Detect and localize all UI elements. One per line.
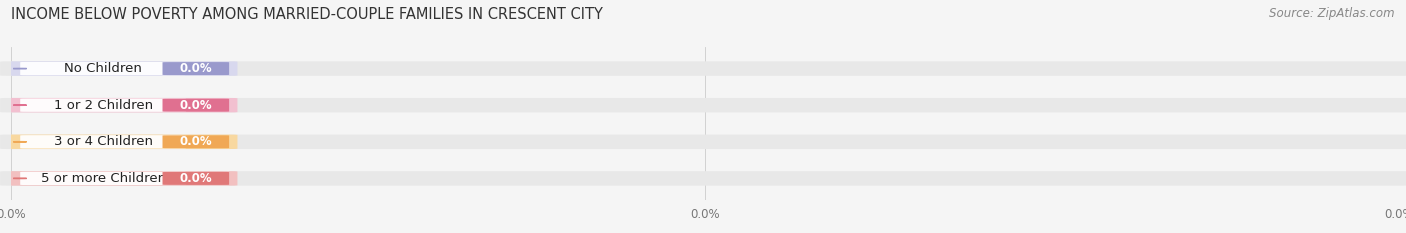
FancyBboxPatch shape: [0, 98, 238, 113]
FancyBboxPatch shape: [0, 61, 238, 76]
FancyBboxPatch shape: [0, 134, 238, 149]
FancyBboxPatch shape: [163, 62, 229, 75]
Text: Source: ZipAtlas.com: Source: ZipAtlas.com: [1270, 7, 1395, 20]
Text: 0.0%: 0.0%: [180, 172, 212, 185]
Text: 3 or 4 Children: 3 or 4 Children: [53, 135, 153, 148]
Text: INCOME BELOW POVERTY AMONG MARRIED-COUPLE FAMILIES IN CRESCENT CITY: INCOME BELOW POVERTY AMONG MARRIED-COUPL…: [11, 7, 603, 22]
Text: 0.0%: 0.0%: [180, 135, 212, 148]
FancyBboxPatch shape: [163, 172, 229, 185]
FancyBboxPatch shape: [0, 171, 238, 186]
Text: 5 or more Children: 5 or more Children: [41, 172, 166, 185]
FancyBboxPatch shape: [163, 99, 229, 112]
FancyBboxPatch shape: [20, 135, 186, 148]
Text: 0.0%: 0.0%: [180, 99, 212, 112]
Text: No Children: No Children: [65, 62, 142, 75]
FancyBboxPatch shape: [0, 134, 1406, 149]
FancyBboxPatch shape: [163, 135, 229, 148]
FancyBboxPatch shape: [0, 61, 1406, 76]
Text: 0.0%: 0.0%: [180, 62, 212, 75]
FancyBboxPatch shape: [20, 172, 186, 185]
Text: 1 or 2 Children: 1 or 2 Children: [53, 99, 153, 112]
FancyBboxPatch shape: [20, 62, 186, 75]
FancyBboxPatch shape: [0, 98, 1406, 113]
FancyBboxPatch shape: [20, 99, 186, 112]
FancyBboxPatch shape: [0, 171, 1406, 186]
